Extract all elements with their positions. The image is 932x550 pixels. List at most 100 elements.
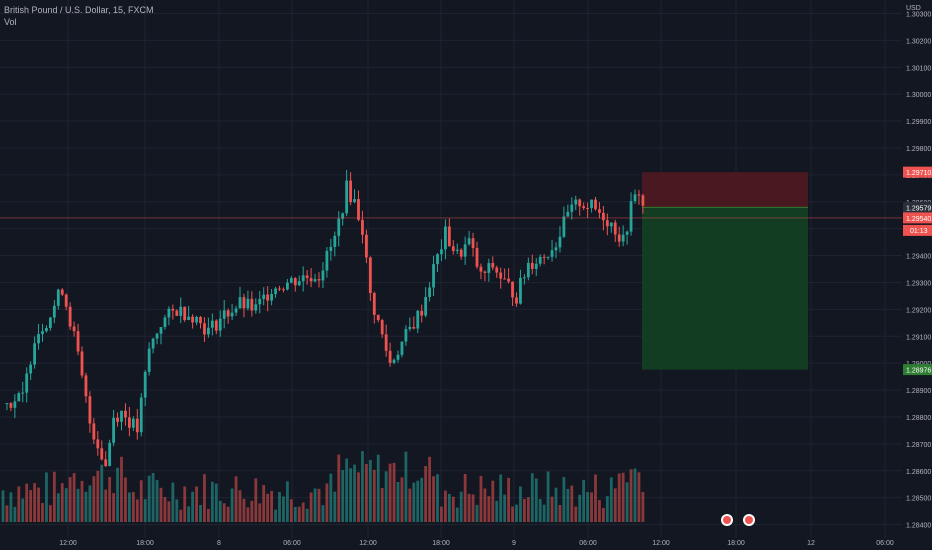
candle-body[interactable] — [546, 256, 550, 258]
candle-body[interactable] — [96, 439, 100, 449]
candle-body[interactable] — [76, 331, 80, 352]
candle-body[interactable] — [495, 267, 499, 273]
candle-body[interactable] — [526, 262, 530, 278]
candle-body[interactable] — [582, 206, 586, 209]
candle-body[interactable] — [538, 256, 542, 264]
candle-body[interactable] — [511, 281, 514, 298]
candle-body[interactable] — [167, 308, 171, 318]
candle-body[interactable] — [483, 271, 487, 273]
candle-body[interactable] — [629, 201, 633, 232]
candle-body[interactable] — [278, 288, 281, 290]
stop-loss-zone[interactable] — [642, 172, 808, 208]
candle-body[interactable] — [341, 213, 345, 219]
candle-body[interactable] — [21, 392, 25, 394]
candle-body[interactable] — [400, 341, 404, 355]
candle-body[interactable] — [49, 317, 52, 328]
candle-body[interactable] — [226, 310, 230, 317]
candle-body[interactable] — [428, 287, 431, 298]
candle-body[interactable] — [242, 297, 246, 309]
candle-body[interactable] — [566, 211, 570, 217]
candle-body[interactable] — [562, 216, 566, 237]
candle-body[interactable] — [238, 297, 242, 309]
candle-body[interactable] — [633, 194, 637, 202]
candle-body[interactable] — [124, 410, 127, 418]
candle-body[interactable] — [598, 209, 601, 213]
candle-body[interactable] — [491, 263, 495, 268]
time-axis[interactable] — [0, 538, 902, 550]
candle-body[interactable] — [80, 351, 84, 376]
candle-body[interactable] — [207, 327, 210, 335]
candle-body[interactable] — [507, 278, 510, 282]
candle-body[interactable] — [641, 195, 645, 206]
candle-body[interactable] — [52, 305, 56, 318]
candle-body[interactable] — [436, 254, 439, 265]
candle-body[interactable] — [195, 316, 198, 323]
candle-body[interactable] — [609, 222, 613, 227]
candle-body[interactable] — [594, 199, 597, 210]
candle-body[interactable] — [621, 234, 625, 242]
candle-body[interactable] — [424, 297, 428, 316]
symbol-title[interactable]: British Pound / U.S. Dollar, 15, FXCM — [4, 5, 154, 15]
candle-body[interactable] — [104, 459, 108, 467]
candle-body[interactable] — [210, 320, 214, 328]
candle-body[interactable] — [586, 208, 589, 210]
candle-body[interactable] — [459, 249, 463, 257]
candle-body[interactable] — [637, 194, 641, 196]
candle-body[interactable] — [534, 263, 538, 269]
candle-body[interactable] — [199, 316, 202, 324]
candle-body[interactable] — [420, 310, 424, 316]
candle-body[interactable] — [163, 317, 167, 328]
candle-body[interactable] — [368, 257, 372, 294]
candle-body[interactable] — [554, 247, 558, 251]
candle-body[interactable] — [380, 320, 384, 335]
candle-body[interactable] — [605, 220, 609, 227]
take-profit-zone[interactable] — [642, 207, 808, 370]
candle-body[interactable] — [432, 264, 435, 288]
candle-body[interactable] — [365, 234, 368, 258]
candle-body[interactable] — [112, 417, 115, 443]
candle-body[interactable] — [45, 327, 48, 332]
candle-body[interactable] — [100, 448, 104, 460]
candle-body[interactable] — [286, 282, 289, 290]
candle-body[interactable] — [475, 248, 479, 267]
candle-body[interactable] — [218, 318, 222, 331]
candle-body[interactable] — [412, 326, 416, 329]
candle-body[interactable] — [499, 272, 503, 279]
candle-body[interactable] — [41, 331, 44, 335]
candle-body[interactable] — [590, 199, 593, 209]
candle-body[interactable] — [108, 442, 112, 467]
candle-body[interactable] — [139, 397, 143, 433]
candle-body[interactable] — [444, 226, 447, 250]
candle-body[interactable] — [17, 393, 21, 402]
candle-body[interactable] — [116, 417, 119, 422]
candle-body[interactable] — [325, 250, 329, 271]
candle-body[interactable] — [550, 250, 554, 257]
candle-body[interactable] — [258, 298, 262, 305]
candle-body[interactable] — [455, 249, 459, 251]
candle-body[interactable] — [353, 199, 356, 203]
candle-body[interactable] — [222, 310, 226, 319]
candle-body[interactable] — [274, 288, 277, 295]
candle-body[interactable] — [9, 403, 13, 408]
candle-body[interactable] — [345, 180, 349, 214]
candle-body[interactable] — [120, 410, 123, 422]
candle-body[interactable] — [617, 234, 621, 242]
candle-body[interactable] — [542, 256, 546, 258]
candle-body[interactable] — [214, 320, 218, 331]
candle-body[interactable] — [191, 316, 194, 323]
candle-body[interactable] — [175, 310, 179, 316]
candle-body[interactable] — [143, 371, 147, 398]
candle-body[interactable] — [25, 373, 29, 393]
candle-body[interactable] — [530, 262, 534, 269]
candle-body[interactable] — [570, 204, 574, 212]
candle-body[interactable] — [625, 231, 629, 235]
candle-body[interactable] — [203, 323, 206, 335]
candle-body[interactable] — [282, 289, 285, 291]
candle-body[interactable] — [128, 417, 131, 428]
candle-body[interactable] — [254, 304, 258, 311]
candle-body[interactable] — [5, 403, 9, 405]
candle-body[interactable] — [503, 278, 507, 280]
candle-body[interactable] — [147, 348, 151, 372]
candle-body[interactable] — [471, 238, 475, 249]
